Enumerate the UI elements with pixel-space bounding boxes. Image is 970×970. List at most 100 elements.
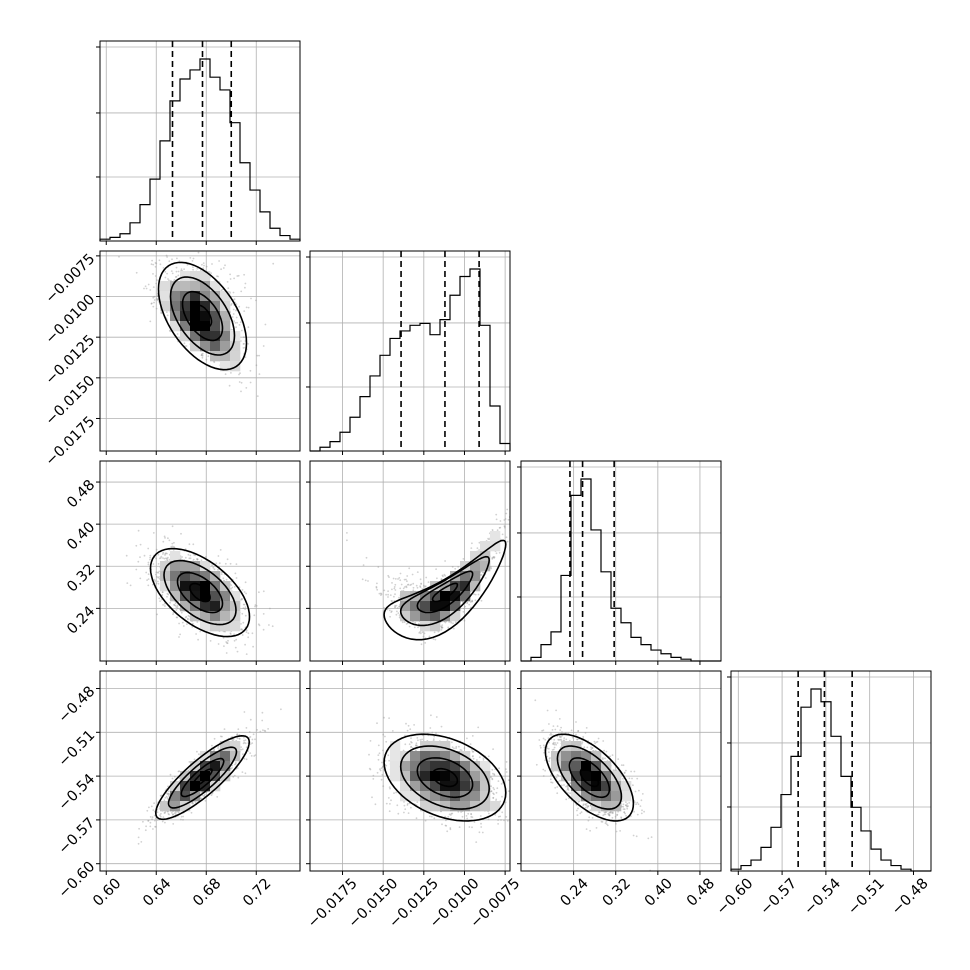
scatter-point	[417, 626, 419, 629]
scatter-point	[217, 745, 220, 748]
scatter-point	[252, 645, 255, 648]
scatter-point	[164, 270, 167, 273]
scatter-point	[380, 592, 382, 595]
scatter-point	[182, 625, 185, 627]
scatter-panel-0-1	[96, 250, 301, 455]
scatter-point	[240, 623, 242, 625]
scatter-point	[166, 793, 169, 796]
scatter-point	[162, 553, 164, 555]
scatter-point	[480, 573, 483, 576]
scatter-point	[433, 631, 436, 634]
histogram-bin	[871, 849, 881, 871]
scatter-point	[182, 818, 184, 821]
density-cell	[480, 541, 491, 552]
scatter-point	[391, 588, 393, 591]
scatter-point	[390, 610, 393, 613]
scatter-point	[180, 557, 182, 559]
scatter-point	[186, 623, 188, 625]
density-cell	[200, 301, 211, 312]
scatter-point	[412, 589, 415, 592]
scatter-point	[229, 633, 232, 635]
scatter-point	[159, 600, 161, 602]
scatter-point	[269, 607, 271, 610]
scatter-point	[394, 606, 396, 608]
histogram-bin	[160, 141, 170, 241]
scatter-point	[235, 326, 238, 329]
histogram-bin	[551, 632, 561, 661]
scatter-point	[238, 381, 241, 383]
scatter-point	[196, 621, 199, 623]
scatter-point	[183, 342, 186, 345]
histogram-bin	[741, 866, 751, 871]
scatter-point	[147, 578, 150, 580]
scatter-point	[155, 548, 158, 551]
contour-lines	[157, 261, 248, 371]
panel-frame	[309, 460, 511, 662]
scatter-point	[482, 571, 484, 574]
scatter-point	[176, 604, 179, 607]
scatter-point	[200, 354, 203, 357]
scatter-point	[491, 557, 494, 559]
scatter-point	[219, 549, 222, 551]
density-cell	[200, 271, 211, 282]
density-cell	[210, 351, 221, 362]
density-cell	[190, 291, 201, 302]
scatter-point	[229, 273, 232, 276]
scatter-panel-0-2	[96, 460, 301, 665]
scatter-point	[245, 727, 248, 729]
scatter-point	[385, 593, 387, 596]
scatter-point	[125, 554, 128, 557]
scatter-point	[155, 575, 158, 578]
scatter-point	[151, 259, 153, 262]
scatter-point	[471, 600, 473, 602]
scatter-point	[152, 263, 155, 266]
scatter-point	[200, 559, 203, 562]
scatter-point	[163, 602, 166, 605]
density-cell	[200, 621, 211, 632]
histogram-bin	[561, 575, 571, 661]
density-cell	[170, 571, 181, 582]
scatter-point	[180, 532, 182, 535]
scatter-point	[454, 621, 457, 624]
density-cell	[220, 621, 231, 632]
scatter-point	[229, 562, 232, 565]
contour-level	[149, 547, 251, 638]
scatter-point	[396, 607, 399, 609]
scatter-point	[165, 557, 167, 560]
scatter-point	[231, 767, 234, 769]
scatter-point	[258, 373, 261, 375]
scatter-point	[164, 554, 166, 556]
scatter-point	[180, 815, 183, 818]
histogram-bin	[480, 325, 490, 451]
density-cell	[170, 551, 181, 562]
scatter-point	[495, 552, 498, 555]
scatter-point	[158, 557, 161, 560]
density-cell	[220, 331, 231, 342]
scatter-point	[217, 747, 219, 749]
density-cell	[450, 571, 461, 582]
scatter-point	[251, 738, 254, 741]
scatter-point	[244, 356, 247, 358]
scatter-point	[193, 553, 195, 556]
scatter-point	[440, 578, 443, 581]
scatter-point	[492, 556, 495, 559]
scatter-point	[168, 279, 170, 282]
density-cell	[200, 561, 211, 572]
scatter-point	[245, 631, 248, 633]
histogram-bin	[791, 756, 801, 871]
scatter-point	[395, 613, 398, 616]
scatter-point	[240, 597, 243, 600]
density-cell	[200, 311, 211, 322]
scatter-point	[174, 276, 177, 278]
density-cell	[450, 611, 461, 622]
scatter-point	[224, 264, 226, 267]
scatter-point	[135, 568, 138, 571]
scatter-point	[230, 584, 233, 586]
scatter-point	[151, 818, 153, 821]
scatter-point	[147, 563, 150, 566]
panel-frame	[730, 670, 932, 872]
scatter-point	[245, 387, 248, 389]
scatter-point	[474, 599, 477, 602]
density-cell	[210, 341, 221, 352]
scatter-point	[247, 343, 250, 345]
